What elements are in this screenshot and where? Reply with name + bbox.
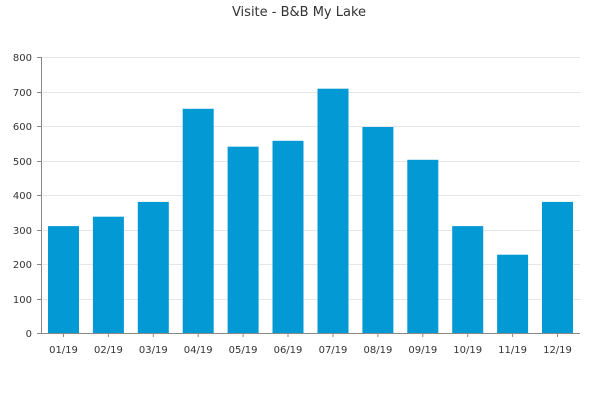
y-tick-labels: 0 100 200 300 400 500 600 700 800: [13, 53, 32, 340]
x-tick-label: 12/19: [543, 345, 572, 356]
chart-title: Visite - B&B My Lake: [232, 5, 366, 20]
bar-01-19: [48, 226, 79, 333]
bar-05-19: [227, 146, 259, 333]
x-tick-label: 11/19: [498, 345, 527, 356]
y-tick-label: 500: [13, 157, 32, 168]
bar-10-19: [452, 226, 484, 333]
y-tick-label: 100: [13, 295, 32, 306]
axes: [37, 57, 580, 337]
y-tick-label: 300: [13, 226, 32, 237]
x-tick-label: 09/19: [408, 345, 437, 356]
bar-07-19: [317, 88, 349, 333]
bar-04-19: [182, 108, 214, 334]
y-tick-label: 800: [13, 53, 32, 64]
bar-08-19: [362, 127, 394, 333]
bar-12-19: [542, 201, 573, 333]
x-tick-label: 07/19: [319, 345, 348, 356]
y-tick-label: 0: [26, 329, 32, 340]
y-tick-label: 700: [13, 88, 32, 99]
bar-03-19: [137, 201, 169, 333]
x-tick-label: 02/19: [94, 345, 123, 356]
x-tick-label: 08/19: [363, 345, 392, 356]
grid-lines: [41, 57, 580, 300]
x-tick-labels: 01/19 02/19 03/19 04/19 05/19 06/19 07/19 08/19…: [49, 345, 572, 356]
x-tick-label: 04/19: [184, 345, 213, 356]
y-tick-label: 200: [13, 260, 32, 271]
x-tick-label: 03/19: [139, 345, 168, 356]
bar-09-19: [407, 159, 439, 333]
x-tick-label: 01/19: [49, 345, 78, 356]
bars: [48, 88, 573, 334]
bar-06-19: [272, 140, 304, 333]
x-tick-label: 06/19: [274, 345, 303, 356]
y-tick-label: 400: [13, 191, 32, 202]
x-tick-label: 10/19: [453, 345, 482, 356]
bar-11-19: [497, 254, 529, 333]
y-tick-label: 600: [13, 122, 32, 133]
x-tick-label: 05/19: [229, 345, 258, 356]
bar-02-19: [92, 216, 124, 333]
